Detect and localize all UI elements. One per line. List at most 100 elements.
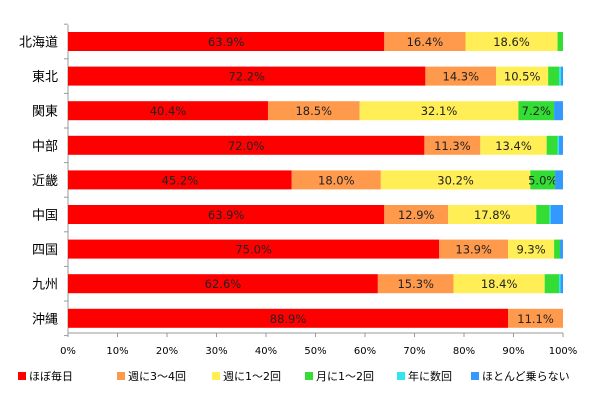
bar-segment bbox=[291, 170, 381, 190]
bar-segment bbox=[453, 274, 545, 294]
x-tick-label: 40% bbox=[255, 346, 277, 357]
bar-segment bbox=[550, 205, 563, 224]
segment-value-label: 32.1% bbox=[421, 104, 458, 118]
segment-value-label: 15.3% bbox=[397, 277, 434, 291]
x-tick-label: 50% bbox=[304, 346, 326, 357]
bar-segment bbox=[559, 66, 562, 86]
x-tick-label: 70% bbox=[403, 346, 425, 357]
bar-segment bbox=[518, 101, 555, 121]
bar-segment bbox=[448, 205, 537, 224]
category-label: 沖縄 bbox=[32, 312, 58, 327]
legend-swatch bbox=[212, 372, 220, 380]
bar-segment bbox=[267, 101, 360, 121]
segment-value-label: 62.6% bbox=[205, 277, 242, 291]
legend-label: 年に数回 bbox=[408, 369, 452, 383]
segment-value-label: 18.5% bbox=[295, 104, 332, 118]
bar-segment bbox=[557, 32, 563, 51]
category-label: 関東 bbox=[32, 104, 58, 120]
category-label: 中部 bbox=[32, 139, 58, 154]
segment-value-label: 45.2% bbox=[162, 173, 199, 187]
x-tick-label: 10% bbox=[106, 346, 128, 357]
bar-segment bbox=[68, 170, 292, 190]
bar-segment bbox=[559, 135, 563, 155]
legend-label: 週に1～2回 bbox=[223, 370, 281, 383]
x-tick-label: 20% bbox=[156, 346, 178, 357]
segment-value-label: 14.3% bbox=[443, 70, 480, 84]
legend-label: ほぼ毎日 bbox=[29, 370, 73, 383]
category-label: 東北 bbox=[32, 69, 58, 85]
legend-swatch bbox=[305, 372, 313, 380]
segment-value-label: 9.3% bbox=[516, 243, 545, 257]
bar-segment bbox=[557, 135, 560, 155]
segment-value-label: 72.0% bbox=[228, 139, 265, 153]
bar-segment bbox=[560, 239, 563, 259]
segment-value-label: 63.9% bbox=[208, 35, 245, 49]
bar-segment bbox=[544, 274, 560, 294]
segment-value-label: 11.1% bbox=[517, 312, 554, 326]
segment-value-label: 17.8% bbox=[474, 208, 511, 222]
legend-label: ほとんど乗らない bbox=[482, 370, 570, 383]
bar-segment bbox=[554, 101, 563, 121]
legend-swatch bbox=[471, 372, 479, 380]
bar-segment bbox=[536, 205, 550, 224]
segment-value-label: 7.2% bbox=[522, 104, 551, 118]
legend-swatch bbox=[397, 372, 405, 380]
bar-segment bbox=[68, 32, 385, 51]
bar-segment bbox=[561, 66, 563, 86]
bar-segment bbox=[530, 170, 556, 190]
bar-segment bbox=[384, 205, 449, 224]
bar-segment bbox=[480, 135, 547, 155]
bar-segment bbox=[359, 101, 519, 121]
bar-segment bbox=[555, 170, 563, 190]
bar-segment bbox=[68, 101, 268, 121]
bar-segment bbox=[424, 135, 481, 155]
bar-segment bbox=[439, 239, 509, 259]
bar-segment bbox=[465, 32, 558, 51]
bar-segment bbox=[425, 66, 497, 86]
x-tick-label: 0% bbox=[60, 346, 76, 357]
category-label: 中国 bbox=[32, 209, 58, 224]
bar-segment bbox=[560, 274, 563, 294]
segment-value-label: 11.3% bbox=[434, 139, 471, 153]
legend-label: 月に1～2回 bbox=[316, 370, 374, 383]
bar-segment bbox=[377, 274, 454, 294]
bar-segment bbox=[68, 205, 385, 224]
segment-value-label: 18.0% bbox=[318, 173, 355, 187]
bar-segment bbox=[68, 239, 440, 259]
bar-segment bbox=[68, 308, 509, 328]
category-label: 四国 bbox=[32, 243, 58, 258]
segment-value-label: 88.9% bbox=[270, 312, 307, 326]
bar-segment bbox=[554, 239, 561, 259]
segment-value-label: 13.9% bbox=[455, 243, 492, 257]
segment-value-label: 10.5% bbox=[504, 70, 541, 84]
segment-value-label: 18.6% bbox=[493, 35, 530, 49]
x-tick-label: 80% bbox=[453, 346, 475, 357]
x-tick-label: 30% bbox=[205, 346, 227, 357]
bar-segment bbox=[68, 135, 425, 155]
segment-value-label: 13.4% bbox=[495, 139, 532, 153]
segment-value-label: 40.4% bbox=[150, 104, 187, 118]
legend-swatch bbox=[117, 372, 125, 380]
bar-segment bbox=[508, 239, 555, 259]
bar-segment bbox=[496, 66, 549, 86]
segment-value-label: 75.0% bbox=[235, 243, 272, 257]
legend-swatch bbox=[18, 372, 26, 380]
bar-segment bbox=[546, 135, 558, 155]
bar-segment bbox=[508, 308, 563, 328]
legend-label: 週に3～4回 bbox=[128, 370, 186, 383]
category-label: 近畿 bbox=[32, 174, 58, 189]
segment-value-label: 5.0% bbox=[528, 173, 557, 187]
bar-segment bbox=[68, 274, 378, 294]
bar-segment bbox=[380, 170, 531, 190]
x-tick-label: 60% bbox=[354, 346, 376, 357]
segment-value-label: 63.9% bbox=[208, 208, 245, 222]
category-label: 九州 bbox=[32, 278, 58, 293]
category-label: 北海道 bbox=[19, 36, 58, 51]
segment-value-label: 18.4% bbox=[481, 277, 518, 291]
segment-value-label: 30.2% bbox=[437, 173, 474, 187]
segment-value-label: 16.4% bbox=[407, 35, 444, 49]
bar-segment bbox=[68, 66, 426, 86]
bar-segment bbox=[549, 205, 551, 224]
